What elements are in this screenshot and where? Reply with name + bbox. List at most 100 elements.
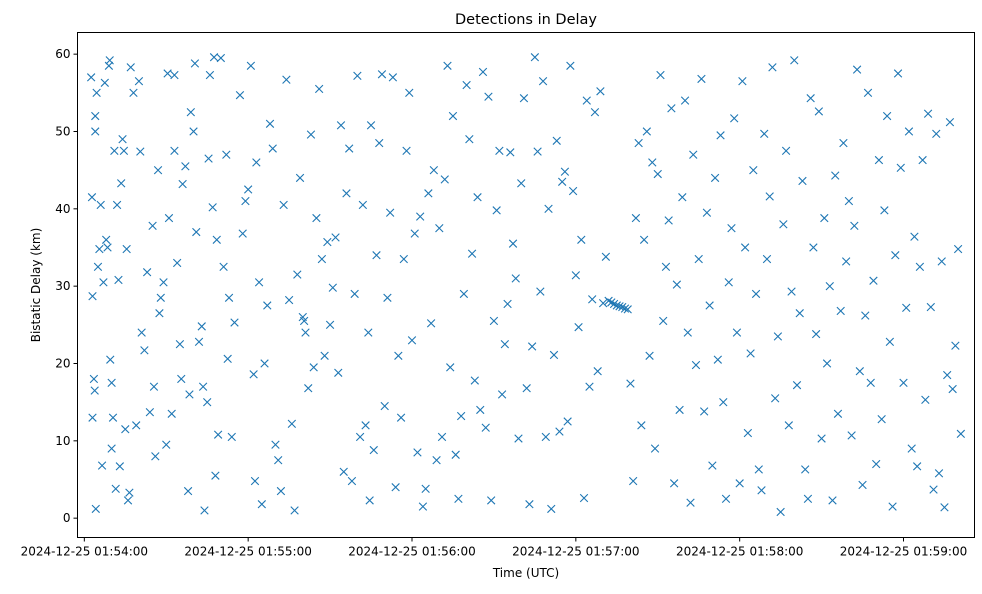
y-axis-label: Bistatic Delay (km) (29, 228, 43, 343)
y-tick-label: 30 (55, 279, 70, 293)
detection-point (208, 203, 217, 212)
detection-point (183, 486, 193, 496)
detection-point (156, 293, 165, 302)
detection-point (511, 274, 520, 283)
detection-point (653, 169, 662, 179)
detection-point (88, 413, 97, 422)
detection-point (197, 322, 206, 331)
detection-point (582, 96, 591, 105)
y-tick-label: 10 (55, 434, 70, 448)
detection-point (274, 455, 283, 465)
detection-point (100, 78, 109, 87)
detection-point (841, 257, 851, 266)
detection-point (609, 299, 619, 309)
detection-point (727, 223, 736, 233)
detection-point (105, 56, 114, 65)
detection-point (844, 196, 854, 206)
detection-point (577, 235, 586, 244)
detection-point (205, 70, 215, 80)
detection-point (672, 280, 682, 289)
detection-point (615, 302, 624, 311)
detection-point (549, 350, 559, 360)
detection-point (328, 283, 337, 292)
detection-point (593, 367, 602, 376)
detection-point (932, 129, 941, 138)
detection-point (312, 213, 321, 223)
detection-point (659, 316, 668, 326)
detection-point (151, 452, 160, 461)
detection-point (530, 53, 540, 62)
detection-point (219, 262, 228, 272)
detection-point (618, 302, 627, 312)
detection-point (293, 270, 302, 279)
detection-point (399, 254, 408, 264)
detection-point (309, 363, 318, 372)
x-tick-label: 2024-12-25 01:54:00 (21, 545, 148, 559)
detection-point (88, 292, 97, 301)
detection-point (648, 158, 657, 167)
detection-point (108, 413, 118, 422)
detection-point (284, 295, 294, 305)
detection-point (155, 309, 164, 318)
detection-point (334, 368, 343, 377)
detection-point (951, 341, 960, 350)
detection-point (656, 70, 665, 80)
detection-point (910, 232, 919, 241)
detection-point (882, 111, 892, 121)
detection-point (194, 337, 204, 347)
detection-point (497, 390, 507, 399)
detection-point (467, 249, 477, 258)
chart-title: Detections in Delay (455, 12, 597, 28)
detection-point (276, 486, 286, 496)
detection-point (877, 414, 886, 424)
detection-point (948, 384, 957, 394)
detection-point (612, 301, 621, 310)
detection-point (579, 493, 589, 503)
detection-point (192, 227, 201, 237)
detection-point (189, 127, 198, 136)
detection-point (375, 138, 384, 148)
detection-point (541, 432, 550, 442)
detection-point (740, 243, 750, 252)
detection-point (250, 476, 260, 486)
detection-point (388, 73, 398, 82)
detection-point (607, 298, 616, 307)
detection-point (596, 87, 605, 96)
detection-point (929, 485, 938, 494)
detection-point (91, 111, 100, 121)
detection-point (773, 332, 783, 341)
detection-point (517, 179, 526, 188)
detection-point (926, 302, 935, 312)
detection-point (172, 258, 182, 268)
detection-point (555, 427, 564, 436)
detection-point (760, 129, 769, 138)
detection-point (118, 135, 127, 144)
detection-point (921, 395, 930, 405)
detection-point (945, 118, 955, 127)
detection-point (185, 390, 194, 399)
detection-point (787, 287, 796, 296)
detection-point (167, 409, 176, 418)
detection-point (263, 301, 272, 310)
detection-point (912, 462, 922, 471)
detection-point (86, 73, 96, 82)
detection-point (122, 244, 131, 254)
detection-point (101, 235, 111, 244)
detection-point (402, 146, 411, 156)
detection-point (440, 175, 449, 184)
detection-point (437, 432, 447, 442)
detection-point (500, 339, 510, 349)
detection-point (265, 119, 275, 128)
detection-point (96, 200, 105, 210)
detection-point (732, 328, 742, 337)
detection-point (626, 379, 635, 388)
detection-point (462, 80, 471, 90)
detection-point (858, 480, 867, 490)
detection-point (170, 70, 179, 80)
detection-point (604, 296, 613, 306)
detection-point (746, 349, 755, 358)
detection-point (623, 305, 632, 314)
detection-point (410, 229, 419, 238)
detection-point (223, 354, 232, 364)
x-tick-label: 2024-12-25 01:57:00 (512, 545, 639, 559)
